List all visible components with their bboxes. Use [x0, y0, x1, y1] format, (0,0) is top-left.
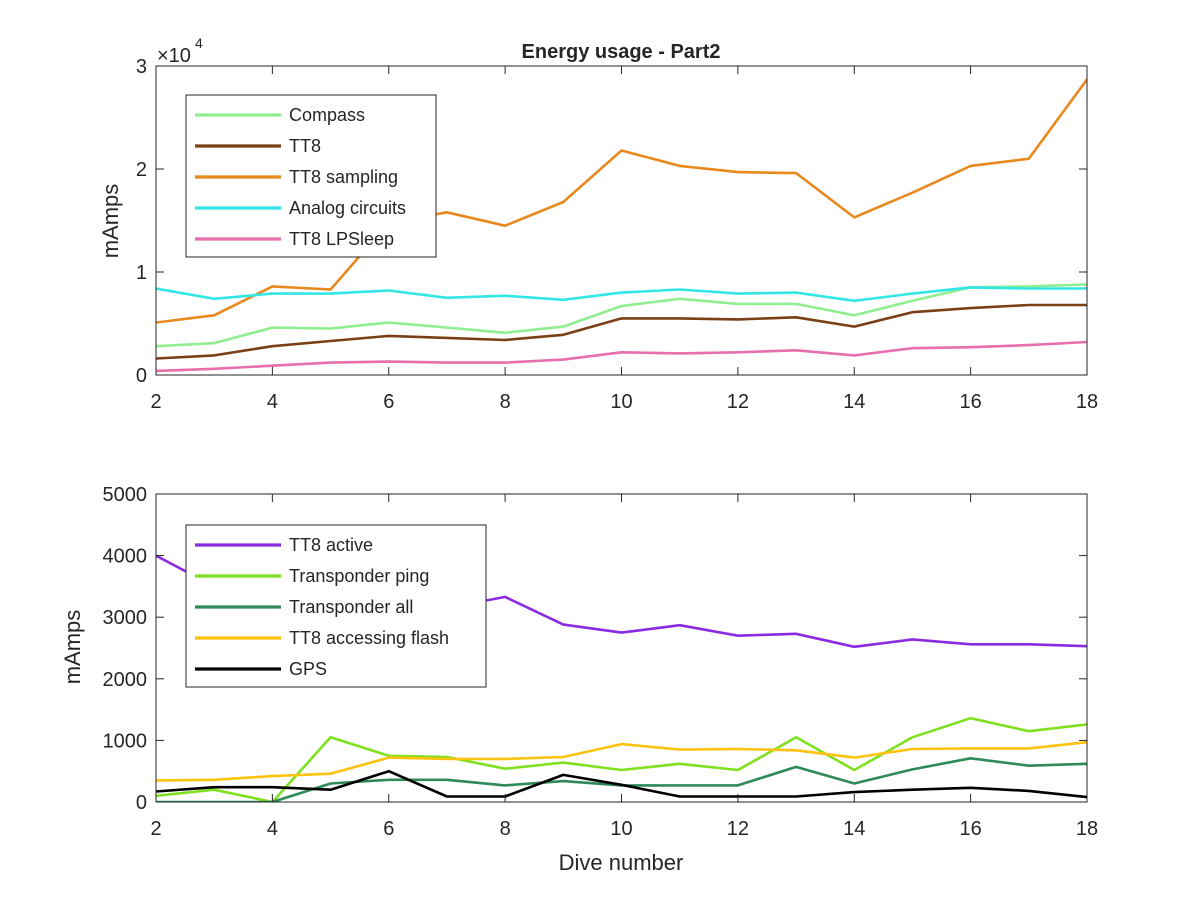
legend: TT8 active Transponder ping Transponder al…	[185, 524, 487, 688]
ticks-layer: 2 4 6 8 10 12 14 16 18 0 1000 2000 3000 4000 5000	[103, 484, 1099, 840]
y-tick-label: 1	[136, 262, 147, 284]
legend-label: TT8 active	[289, 535, 373, 555]
legend-item-gps: GPS	[195, 659, 327, 679]
x-tick-label: 10	[610, 818, 632, 840]
legend-label: Transponder ping	[289, 566, 429, 586]
x-tick-label: 8	[500, 818, 511, 840]
y-tick-label: 5000	[103, 484, 148, 506]
legend: Compass TT8 TT8 sampling Analog circuits TT8…	[185, 94, 437, 258]
legend-item-analog-circuits: Analog circuits	[195, 198, 406, 218]
y-tick-label: 2	[136, 159, 147, 181]
exponent-base: ×10	[157, 45, 191, 67]
x-tick-label: 18	[1076, 818, 1098, 840]
series-line-tt8	[156, 303, 1087, 360]
energy-usage-top-chart: Energy usage - Part2 ×10 4 mAmps 2 4 6 8 10 1…	[98, 35, 1098, 413]
x-tick-label: 16	[960, 391, 982, 413]
series-line-tt8-accessing-flash	[156, 740, 1087, 782]
series-line-tt8-sampling	[156, 78, 1087, 324]
y-axis-label: mAmps	[60, 610, 85, 685]
legend-label: TT8	[289, 136, 321, 156]
legend-item-tt8: TT8	[195, 136, 321, 156]
legend-label: TT8 sampling	[289, 167, 398, 187]
legend-label: TT8 LPSleep	[289, 229, 394, 249]
series-line-tt8-lpsleep	[156, 340, 1087, 373]
x-tick-label: 10	[610, 391, 632, 413]
y-tick-label: 3000	[103, 607, 148, 629]
x-tick-label: 8	[500, 391, 511, 413]
chart-title: Energy usage - Part2	[522, 41, 721, 63]
legend-item-tt8-lpsleep: TT8 LPSleep	[195, 229, 394, 249]
legend-item-tt8-active: TT8 active	[195, 535, 373, 555]
x-tick-label: 14	[843, 818, 865, 840]
y-tick-label: 0	[136, 365, 147, 387]
series-line-gps	[156, 769, 1087, 799]
x-tick-label: 2	[150, 818, 161, 840]
x-tick-label: 4	[267, 391, 278, 413]
legend-label: GPS	[289, 659, 327, 679]
x-axis-label: Dive number	[559, 850, 684, 875]
x-tick-label: 6	[383, 818, 394, 840]
x-tick-label: 16	[960, 818, 982, 840]
legend-item-tt8-accessing-flash: TT8 accessing flash	[195, 628, 449, 648]
y-tick-label: 2000	[103, 669, 148, 691]
x-tick-label: 14	[843, 391, 865, 413]
series-line-compass	[156, 283, 1087, 348]
series-line-analog-circuits	[156, 286, 1087, 303]
y-tick-label: 4000	[103, 546, 148, 568]
legend-label: TT8 accessing flash	[289, 628, 449, 648]
legend-item-tt8-sampling: TT8 sampling	[195, 167, 398, 187]
legend-item-transponder-ping: Transponder ping	[195, 566, 429, 586]
exponent-power: 4	[195, 35, 203, 51]
legend-label: Transponder all	[289, 597, 413, 617]
x-tick-label: 18	[1076, 391, 1098, 413]
legend-label: Compass	[289, 105, 365, 125]
legend-item-compass: Compass	[195, 105, 365, 125]
x-tick-label: 12	[727, 818, 749, 840]
legend-label: Analog circuits	[289, 198, 406, 218]
series-layer	[156, 78, 1087, 373]
x-tick-label: 6	[383, 391, 394, 413]
energy-usage-bottom-chart: mAmps Dive number 2 4 6 8 10 12 14 16 18 0 1000 200…	[60, 484, 1098, 875]
legend-item-transponder-all: Transponder all	[195, 597, 413, 617]
x-tick-label: 4	[267, 818, 278, 840]
series-line-transponder-ping	[156, 716, 1087, 802]
y-tick-label: 0	[136, 792, 147, 814]
y-tick-label: 1000	[103, 730, 148, 752]
y-axis-label: mAmps	[98, 184, 123, 259]
x-tick-label: 2	[150, 391, 161, 413]
x-tick-label: 12	[727, 391, 749, 413]
exponent-label: ×10 4	[157, 35, 203, 67]
y-tick-label: 3	[136, 56, 147, 78]
